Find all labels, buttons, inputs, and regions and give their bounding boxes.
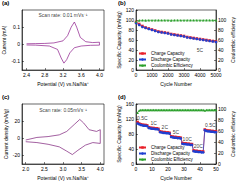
svg-text:20C: 20C [194, 143, 204, 149]
svg-text:4000: 4000 [194, 72, 205, 78]
svg-text:Coulombic Efficiency: Coulombic Efficiency [151, 157, 193, 162]
svg-text:20: 20 [165, 166, 171, 172]
svg-text:80: 80 [218, 117, 224, 123]
svg-text:120: 120 [126, 7, 135, 13]
svg-text:5C: 5C [173, 129, 180, 135]
svg-text:(a): (a) [2, 0, 9, 6]
svg-text:3.5: 3.5 [78, 166, 85, 172]
svg-text:40: 40 [128, 47, 134, 53]
svg-text:100: 100 [126, 17, 135, 23]
svg-text:3.2: 3.2 [60, 72, 67, 78]
svg-text:Scan rate: 0.05mVs⁻¹: Scan rate: 0.05mVs⁻¹ [39, 107, 87, 113]
svg-text:20: 20 [14, 118, 20, 124]
svg-text:Cycle Number: Cycle Number [160, 175, 192, 181]
svg-text:50: 50 [213, 166, 219, 172]
svg-text:Potential (V) vs.Na/Na⁺: Potential (V) vs.Na/Na⁺ [37, 81, 88, 87]
svg-text:Discharge Capacity: Discharge Capacity [151, 57, 191, 62]
svg-text:0.5C: 0.5C [137, 115, 148, 121]
svg-text:0: 0 [17, 135, 20, 141]
svg-text:40: 40 [197, 166, 203, 172]
svg-text:10C: 10C [183, 136, 193, 142]
svg-text:20: 20 [218, 57, 224, 63]
svg-text:0: 0 [218, 67, 221, 73]
svg-text:2C: 2C [162, 124, 169, 130]
svg-text:0: 0 [135, 72, 138, 78]
svg-text:0.5C: 0.5C [205, 122, 216, 128]
svg-text:160: 160 [126, 101, 135, 107]
svg-text:60: 60 [218, 37, 224, 43]
svg-text:80: 80 [218, 27, 224, 33]
svg-text:Scan rate: 0.01 mVs⁻¹: Scan rate: 0.01 mVs⁻¹ [39, 12, 88, 18]
svg-text:Specific Capacity (mAh/g): Specific Capacity (mAh/g) [116, 11, 122, 69]
svg-text:-20: -20 [13, 152, 20, 158]
svg-text:Charge Capacity: Charge Capacity [151, 145, 185, 150]
svg-text:Current density (mA/g): Current density (mA/g) [3, 109, 9, 160]
svg-text:Current (mA): Current (mA) [1, 25, 7, 54]
svg-text:20: 20 [218, 150, 224, 156]
svg-text:2000: 2000 [162, 72, 173, 78]
svg-text:Specific Capacity (mAh/g): Specific Capacity (mAh/g) [116, 105, 122, 163]
svg-text:0: 0 [17, 41, 20, 47]
svg-text:(b): (b) [118, 0, 126, 6]
svg-text:60: 60 [128, 37, 134, 43]
svg-text:2.5: 2.5 [41, 166, 48, 172]
svg-text:4.0: 4.0 [97, 166, 104, 172]
svg-text:5C: 5C [197, 47, 204, 53]
svg-text:4.0: 4.0 [96, 72, 103, 78]
svg-text:3.0: 3.0 [60, 166, 67, 172]
svg-text:0: 0 [131, 161, 134, 167]
svg-text:40: 40 [128, 146, 134, 152]
svg-text:30: 30 [181, 166, 187, 172]
svg-text:Coulombic efficiency: Coulombic efficiency [230, 17, 236, 63]
svg-text:10: 10 [149, 166, 155, 172]
svg-text:80: 80 [128, 131, 134, 137]
svg-text:5000: 5000 [210, 72, 221, 78]
svg-text:1C: 1C [150, 120, 157, 126]
svg-text:(d): (d) [118, 94, 126, 100]
svg-text:-0.1: -0.1 [11, 58, 20, 64]
svg-text:120: 120 [126, 116, 135, 122]
svg-text:20: 20 [128, 57, 134, 63]
svg-text:3000: 3000 [178, 72, 189, 78]
svg-text:40: 40 [218, 47, 224, 53]
svg-text:60: 60 [218, 128, 224, 134]
svg-text:Charge Capacity: Charge Capacity [151, 51, 185, 56]
svg-text:3.6: 3.6 [78, 72, 85, 78]
svg-text:Coulombic Efficiency: Coulombic Efficiency [151, 63, 193, 68]
svg-text:(c): (c) [2, 94, 9, 100]
svg-text:2.8: 2.8 [41, 72, 48, 78]
svg-text:2.4: 2.4 [23, 72, 30, 78]
svg-text:Discharge Capacity: Discharge Capacity [151, 151, 191, 156]
svg-text:1000: 1000 [146, 72, 157, 78]
svg-text:100: 100 [218, 106, 227, 112]
svg-text:40: 40 [218, 139, 224, 145]
svg-text:0: 0 [218, 161, 221, 167]
svg-text:Potential (V) vs.Na/Na⁺: Potential (V) vs.Na/Na⁺ [37, 175, 88, 181]
svg-text:100: 100 [218, 17, 227, 23]
svg-text:0: 0 [135, 166, 138, 172]
svg-text:Coulombic efficiency: Coulombic efficiency [230, 111, 236, 157]
svg-text:Cycle Number: Cycle Number [160, 81, 192, 87]
svg-text:80: 80 [128, 27, 134, 33]
svg-text:0.1: 0.1 [13, 24, 20, 30]
svg-text:0: 0 [131, 67, 134, 73]
svg-text:2.0: 2.0 [22, 166, 29, 172]
